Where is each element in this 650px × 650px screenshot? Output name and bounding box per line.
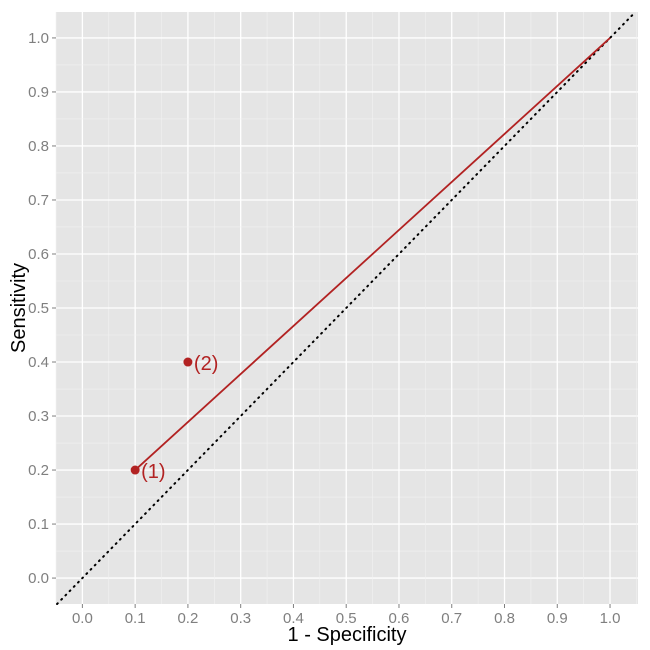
y-tick-label: 0.3	[28, 408, 49, 425]
y-tick-label: 0.6	[28, 246, 49, 263]
y-tick-label: 0.8	[28, 138, 49, 155]
y-tick-label: 0.1	[28, 516, 49, 533]
x-tick-label: 0.6	[389, 610, 410, 627]
y-tick-label: 0.7	[28, 192, 49, 209]
roc-line	[134, 37, 611, 471]
x-tick-label: 0.9	[547, 610, 568, 627]
point-label: (2)	[194, 353, 218, 375]
x-tick-label: 0.0	[72, 610, 93, 627]
y-tick-label: 0.0	[28, 570, 49, 587]
x-tick-label: 0.3	[230, 610, 251, 627]
x-tick-label: 0.1	[125, 610, 146, 627]
x-axis-label: 1 - Specificity	[288, 624, 407, 646]
y-tick-label: 1.0	[28, 30, 49, 47]
y-axis-ticks: 0.0 0.1 0.2 0.3 0.4 0.5 0.6 0.7 0.8 0.9 1.0	[28, 30, 56, 587]
x-tick-label: 0.8	[494, 610, 515, 627]
reference-diagonal-line	[56, 11, 637, 605]
x-tick-label: 0.4	[283, 610, 304, 627]
x-tick-label: 0.2	[177, 610, 198, 627]
y-tick-label: 0.9	[28, 84, 49, 101]
data-point	[183, 357, 193, 367]
data-marks: (1) (2)	[56, 11, 637, 605]
y-axis-label: Sensitivity	[8, 263, 30, 353]
y-tick-label: 0.2	[28, 462, 49, 479]
y-tick-label: 0.5	[28, 300, 49, 317]
x-tick-label: 0.5	[336, 610, 357, 627]
data-point	[130, 465, 140, 475]
point-label: (1)	[141, 461, 165, 483]
y-tick-label: 0.4	[28, 354, 49, 371]
x-tick-label: 0.7	[441, 610, 462, 627]
x-axis-ticks: 0.0 0.1 0.2 0.3 0.4 0.5 0.6 0.7 0.8 0.9 1.0	[72, 604, 621, 627]
x-tick-label: 1.0	[600, 610, 621, 627]
